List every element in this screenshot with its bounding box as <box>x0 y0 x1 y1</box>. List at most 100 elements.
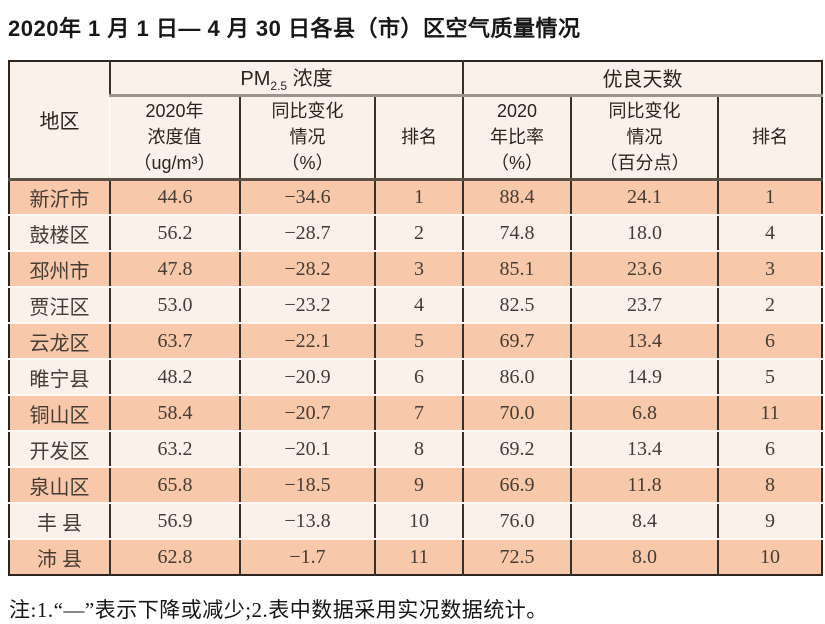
region-column-header: 地区 <box>9 61 110 181</box>
good-rate-header: 2020 年比率 （%） <box>462 95 572 181</box>
pm-rank-cell: 1 <box>373 179 464 216</box>
page-title: 2020年 1 月 1 日— 4 月 30 日各县（市）区空气质量情况 <box>8 16 581 41</box>
good-rank-cell: 6 <box>717 323 823 360</box>
pm-change-cell: −1.7 <box>239 539 375 575</box>
pm-change-cell: −20.1 <box>239 431 375 468</box>
table-row: 邳州市 47.8 −28.2 3 85.1 23.6 3 <box>9 251 823 288</box>
table-row: 云龙区 63.7 −22.1 5 69.7 13.4 6 <box>9 323 823 360</box>
region-cell: 睢宁县 <box>9 359 110 396</box>
pm-value-cell: 58.4 <box>109 395 240 432</box>
pm-change-cell: −22.1 <box>239 323 375 360</box>
table-body: 新沂市 44.6 −34.6 1 88.4 24.1 1 鼓楼区 56.2 −2… <box>9 179 823 575</box>
pm-value-cell: 44.6 <box>109 179 240 216</box>
table-row: 泉山区 65.8 −18.5 9 66.9 11.8 8 <box>9 467 823 504</box>
table-row: 鼓楼区 56.2 −28.7 2 74.8 18.0 4 <box>9 215 823 252</box>
region-cell: 贾汪区 <box>9 287 110 324</box>
good-rate-cell: 74.8 <box>462 215 572 252</box>
good-change-header: 同比变化 情况 （百分点） <box>570 95 719 181</box>
pm-change-cell: −34.6 <box>239 179 375 216</box>
pm-value-cell: 47.8 <box>109 251 240 288</box>
good-rank-header: 排名 <box>717 95 823 181</box>
good-rank-cell: 5 <box>717 359 823 396</box>
pm-value-cell: 48.2 <box>109 359 240 396</box>
pm-value-cell: 62.8 <box>109 539 240 575</box>
pm-rank-cell: 10 <box>373 503 464 540</box>
pm-rank-cell: 2 <box>373 215 464 252</box>
good-rate-cell: 69.7 <box>462 323 572 360</box>
pm-rank-header: 排名 <box>373 95 464 181</box>
region-cell: 沛 县 <box>9 539 110 575</box>
good-rate-cell: 82.5 <box>462 287 572 324</box>
good-change-cell: 13.4 <box>570 431 719 468</box>
pm-rank-cell: 4 <box>373 287 464 324</box>
region-cell: 邳州市 <box>9 251 110 288</box>
table-row: 开发区 63.2 −20.1 8 69.2 13.4 6 <box>9 431 823 468</box>
good-days-group-header: 优良天数 <box>462 61 823 97</box>
pm-rank-cell: 5 <box>373 323 464 360</box>
table-row: 睢宁县 48.2 −20.9 6 86.0 14.9 5 <box>9 359 823 396</box>
good-change-cell: 8.0 <box>570 539 719 575</box>
pm-change-cell: −28.2 <box>239 251 375 288</box>
good-rank-cell: 11 <box>717 395 823 432</box>
pm-value-cell: 56.9 <box>109 503 240 540</box>
good-rank-cell: 6 <box>717 431 823 468</box>
good-rate-cell: 76.0 <box>462 503 572 540</box>
good-rate-cell: 86.0 <box>462 359 572 396</box>
pm-value-cell: 63.2 <box>109 431 240 468</box>
region-cell: 新沂市 <box>9 179 110 216</box>
table-header: 地区 PM2.5 浓度 优良天数 2020年 浓度值 （ug/m³） 同比变化 … <box>9 61 823 181</box>
region-cell: 铜山区 <box>9 395 110 432</box>
good-rate-cell: 88.4 <box>462 179 572 216</box>
good-rank-cell: 10 <box>717 539 823 575</box>
good-rate-cell: 72.5 <box>462 539 572 575</box>
group-header-row: 地区 PM2.5 浓度 优良天数 <box>9 61 823 181</box>
table-row: 沛 县 62.8 −1.7 11 72.5 8.0 10 <box>9 539 823 575</box>
pm-value-cell: 56.2 <box>109 215 240 252</box>
table-row: 铜山区 58.4 −20.7 7 70.0 6.8 11 <box>9 395 823 432</box>
region-cell: 云龙区 <box>9 323 110 360</box>
pm-change-header: 同比变化 情况 （%） <box>239 95 375 181</box>
pm-rank-cell: 7 <box>373 395 464 432</box>
pm-change-cell: −23.2 <box>239 287 375 324</box>
good-rank-cell: 1 <box>717 179 823 216</box>
sub-header-row: 2020年 浓度值 （ug/m³） 同比变化 情况 （%） 排名 2020 年比… <box>9 95 823 181</box>
region-cell: 丰 县 <box>9 503 110 540</box>
pm-change-cell: −20.9 <box>239 359 375 396</box>
good-rate-cell: 66.9 <box>462 467 572 504</box>
pm-label-subscript: 2.5 <box>270 79 288 94</box>
good-change-cell: 23.6 <box>570 251 719 288</box>
good-rate-cell: 69.2 <box>462 431 572 468</box>
pm-change-cell: −18.5 <box>239 467 375 504</box>
good-rank-cell: 4 <box>717 215 823 252</box>
pm-change-cell: −28.7 <box>239 215 375 252</box>
table-row: 贾汪区 53.0 −23.2 4 82.5 23.7 2 <box>9 287 823 324</box>
pm-rank-cell: 6 <box>373 359 464 396</box>
good-change-cell: 6.8 <box>570 395 719 432</box>
pm-change-cell: −20.7 <box>239 395 375 432</box>
table-row: 新沂市 44.6 −34.6 1 88.4 24.1 1 <box>9 179 823 216</box>
pm-rank-cell: 3 <box>373 251 464 288</box>
good-rank-cell: 9 <box>717 503 823 540</box>
good-change-cell: 11.8 <box>570 467 719 504</box>
pm-rank-cell: 8 <box>373 431 464 468</box>
pm-value-header: 2020年 浓度值 （ug/m³） <box>110 95 240 181</box>
pm25-group-header: PM2.5 浓度 <box>108 61 464 97</box>
air-quality-table: 地区 PM2.5 浓度 优良天数 2020年 浓度值 （ug/m³） 同比变化 … <box>8 60 824 576</box>
footnote: 注:1.“—”表示下降或减少;2.表中数据采用实况数据统计。 <box>9 598 548 622</box>
pm-rank-cell: 9 <box>373 467 464 504</box>
good-change-cell: 24.1 <box>570 179 719 216</box>
pm-value-cell: 63.7 <box>109 323 240 360</box>
pm-change-cell: −13.8 <box>239 503 375 540</box>
good-change-cell: 18.0 <box>570 215 719 252</box>
good-rate-cell: 70.0 <box>462 395 572 432</box>
pm-rank-cell: 11 <box>373 539 464 575</box>
good-rank-cell: 3 <box>717 251 823 288</box>
pm-label-suffix: 浓度 <box>287 68 333 91</box>
pm-value-cell: 53.0 <box>109 287 240 324</box>
region-cell: 泉山区 <box>9 467 110 504</box>
good-rank-cell: 8 <box>717 467 823 504</box>
table-row: 丰 县 56.9 −13.8 10 76.0 8.4 9 <box>9 503 823 540</box>
good-change-cell: 14.9 <box>570 359 719 396</box>
pm-label-prefix: PM <box>240 68 271 91</box>
